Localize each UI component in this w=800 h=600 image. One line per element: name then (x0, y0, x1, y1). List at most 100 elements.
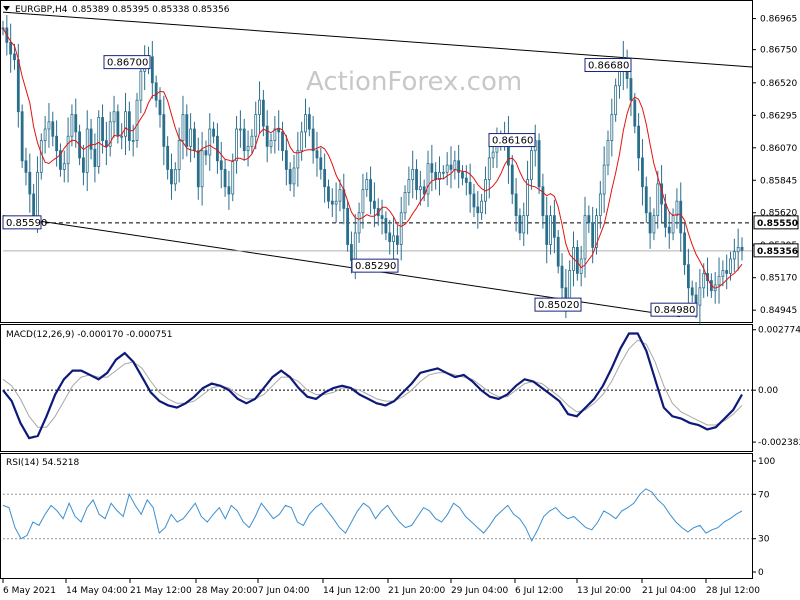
candle-body (472, 193, 476, 208)
candle-body (334, 200, 338, 205)
candle-body (93, 148, 97, 167)
candle-body (618, 70, 621, 87)
candle-body (729, 258, 732, 274)
dropdown-arrow-icon[interactable] (3, 6, 10, 11)
rsi-panel-frame (0, 453, 753, 579)
candle-body (327, 186, 330, 202)
candle-body (284, 150, 288, 170)
candle-body (223, 169, 227, 188)
annotation-box (351, 258, 399, 273)
candle-body (740, 246, 744, 251)
candle-body (537, 140, 541, 188)
candle-body (549, 215, 552, 245)
candle-body (242, 128, 246, 152)
annotation-label: 0.85590 (6, 218, 47, 229)
candle-body (124, 111, 127, 137)
candle-body (227, 186, 231, 195)
candle-body (235, 128, 238, 162)
candle-body (399, 212, 403, 245)
x-tick-label: 6 May 2021 (3, 586, 56, 596)
candle-body (189, 128, 193, 147)
candle-body (85, 128, 89, 173)
candle-body (330, 200, 334, 205)
candle-body (702, 272, 706, 289)
candle-body (441, 171, 445, 174)
candle-body (683, 232, 686, 266)
candle-body (671, 215, 675, 234)
x-tick-label: 28 May 20:00 (196, 586, 258, 596)
current-price-label-box (753, 243, 799, 258)
candle-body (583, 215, 587, 260)
candle-body (461, 171, 464, 179)
candle-body (319, 157, 323, 170)
x-tick-label: 21 Jul 04:00 (642, 586, 696, 596)
candle-body (445, 164, 449, 173)
candle-body (395, 235, 399, 245)
candle-body (736, 246, 740, 253)
candle-body (418, 186, 422, 191)
candle-body (552, 215, 556, 238)
annotation-label: 0.86680 (588, 61, 629, 72)
x-tick-label: 21 May 12:00 (130, 586, 192, 596)
macd-tick-label: -0.002383 (758, 438, 800, 448)
moving-average-line (2, 27, 743, 289)
candle-body (120, 135, 124, 138)
candle-body (656, 183, 660, 217)
price-tick-label: 0.84945 (760, 306, 797, 316)
macd-panel-frame (0, 324, 753, 452)
candle-body (468, 182, 472, 195)
rsi-title: RSI(14) 54.5218 (6, 458, 79, 468)
candle-body (265, 125, 269, 147)
rsi-tick-label: 30 (758, 535, 770, 545)
level-price-label: 0.85550 (757, 219, 798, 229)
candle-body (476, 206, 480, 214)
annotation-box (650, 302, 698, 317)
x-tick-label: 29 Jun 04:00 (451, 586, 508, 596)
candle-body (82, 157, 85, 173)
candle-body (39, 140, 43, 173)
candle-body (732, 251, 736, 260)
x-tick-label: 7 Jun 04:00 (258, 586, 310, 596)
macd-title: MACD(12,26,9) -0.000170 -0.000751 (6, 330, 172, 340)
candle-body (545, 215, 549, 245)
candle-body (725, 270, 729, 274)
macd-tick-label: 0.00 (758, 386, 778, 396)
candle-body (365, 179, 369, 191)
candle-body (690, 287, 694, 296)
price-tick-label: 0.85170 (760, 274, 797, 284)
candle-body (101, 117, 104, 141)
candle-body (166, 145, 170, 170)
annotation-box (584, 58, 632, 73)
candle-body (652, 215, 656, 234)
current-price-label: 0.85356 (757, 247, 798, 257)
candle-body (66, 135, 70, 165)
x-axis: 6 May 2021 14 May 04:00 21 May 12:00 28 May… (2, 579, 760, 596)
candle-body (51, 121, 55, 137)
candle-body (338, 189, 342, 202)
candle-body (16, 59, 20, 113)
candle-body (403, 192, 407, 214)
candle-body (127, 111, 131, 141)
candle-body (32, 193, 36, 218)
candle-body (158, 99, 162, 115)
candle-body (614, 85, 618, 115)
candle-body (595, 215, 598, 248)
candle-body (246, 145, 250, 152)
candle-body (9, 42, 13, 55)
candle-body (637, 125, 641, 159)
candle-body (55, 135, 59, 152)
candle-body (173, 169, 177, 185)
candle-body (254, 114, 258, 137)
candle-body (717, 275, 721, 286)
candle-body (181, 114, 185, 141)
price-tick-label: 0.86520 (760, 79, 797, 89)
candle-body (686, 264, 690, 289)
candle-body (449, 164, 453, 170)
candle-body (633, 99, 637, 127)
rsi-layer (2, 488, 752, 543)
candle-body (560, 265, 564, 289)
candle-body (518, 215, 522, 234)
candle-body (664, 203, 667, 228)
macd-axis: 0.002774 0.00 -0.002383 (752, 326, 800, 448)
candle-body (154, 82, 158, 101)
